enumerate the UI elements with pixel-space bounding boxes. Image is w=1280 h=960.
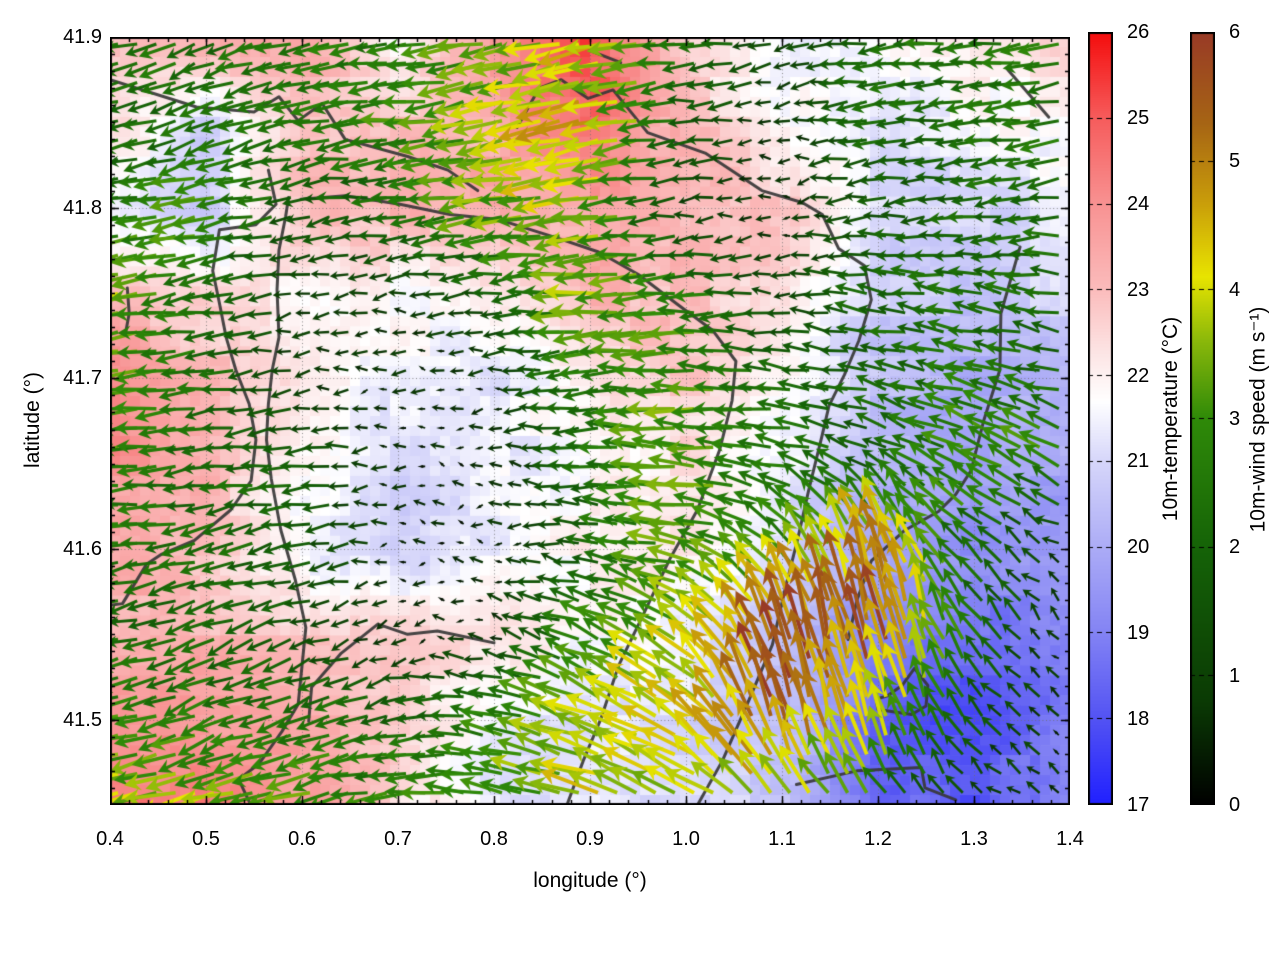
y-tick-label: 41.6 bbox=[63, 538, 102, 560]
x-tick-label: 1.4 bbox=[1056, 828, 1084, 850]
x-tick-label: 0.5 bbox=[192, 828, 220, 850]
wind-colorbar-tick-label: 4 bbox=[1229, 278, 1241, 301]
wind-colorbar-tick-label: 0 bbox=[1229, 794, 1241, 816]
temperature-colorbar-title: 10m-temperature (°C) bbox=[1159, 316, 1182, 522]
wind-colorbar-tick-label: 5 bbox=[1229, 149, 1241, 172]
x-axis-title: longitude (°) bbox=[533, 869, 647, 892]
temperature-colorbar-tick-label: 25 bbox=[1127, 106, 1150, 129]
x-tick-label: 0.4 bbox=[96, 828, 124, 850]
wind-colorbar-tick-label: 1 bbox=[1229, 665, 1241, 688]
temperature-colorbar-tick-label: 23 bbox=[1127, 278, 1150, 301]
x-tick-label: 0.9 bbox=[576, 828, 604, 850]
x-tick-label: 0.7 bbox=[384, 828, 412, 850]
map-canvas bbox=[110, 37, 1070, 805]
x-tick-label: 1.2 bbox=[864, 828, 892, 850]
temperature-colorbar-tick-label: 20 bbox=[1127, 536, 1150, 559]
x-tick-label: 1.1 bbox=[768, 828, 796, 850]
temperature-colorbar-tick-label: 26 bbox=[1127, 21, 1150, 43]
map-plot-area bbox=[110, 37, 1070, 805]
wind-colorbar-title: 10m-wind speed (m s⁻¹) bbox=[1246, 306, 1270, 533]
wind-colorbar-tick-label: 2 bbox=[1229, 536, 1241, 559]
x-tick-label: 1.3 bbox=[960, 828, 988, 850]
x-tick-label: 0.6 bbox=[288, 828, 316, 850]
temperature-colorbar-tick-label: 24 bbox=[1127, 192, 1150, 215]
y-tick-label: 41.7 bbox=[63, 367, 102, 390]
wind-colorbar-tick-label: 3 bbox=[1229, 407, 1241, 430]
temperature-colorbar-tick-label: 17 bbox=[1127, 794, 1150, 816]
y-tick-label: 41.9 bbox=[63, 26, 102, 48]
temperature-colorbar-tick-label: 22 bbox=[1127, 364, 1150, 387]
temperature-colorbar bbox=[1088, 32, 1113, 805]
temperature-colorbar-tick-label: 19 bbox=[1127, 622, 1150, 645]
x-tick-label: 1.0 bbox=[672, 828, 700, 850]
temperature-colorbar-tick-label: 18 bbox=[1127, 708, 1150, 731]
wind-colorbar-tick-label: 6 bbox=[1229, 21, 1241, 43]
wind-colorbar bbox=[1190, 32, 1215, 805]
temperature-colorbar-tick-label: 21 bbox=[1127, 450, 1150, 473]
x-tick-label: 0.8 bbox=[480, 828, 508, 850]
y-tick-label: 41.5 bbox=[63, 708, 102, 731]
y-tick-label: 41.8 bbox=[63, 196, 102, 219]
